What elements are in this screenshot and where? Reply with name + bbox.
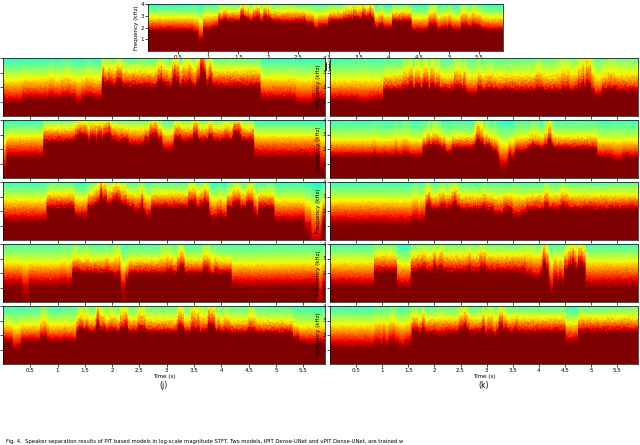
X-axis label: Time (s): Time (s)	[153, 374, 175, 379]
Y-axis label: Frequency (kHz): Frequency (kHz)	[316, 189, 321, 233]
Y-axis label: Frequency (kHz): Frequency (kHz)	[316, 313, 321, 357]
Text: (f): (f)	[159, 251, 168, 261]
Y-axis label: Frequency (kHz): Frequency (kHz)	[134, 5, 140, 50]
Text: (c): (c)	[479, 128, 489, 137]
X-axis label: Time (s): Time (s)	[473, 374, 495, 379]
Text: (j): (j)	[160, 381, 168, 390]
Text: (a): (a)	[320, 64, 331, 73]
Text: (i): (i)	[480, 314, 488, 323]
Text: (e): (e)	[479, 190, 490, 198]
Text: (b): (b)	[159, 128, 170, 137]
Text: (a): (a)	[320, 61, 331, 69]
Text: (g): (g)	[479, 251, 490, 261]
Text: (h): (h)	[159, 314, 170, 323]
Y-axis label: Frequency (kHz): Frequency (kHz)	[316, 127, 321, 171]
Y-axis label: Frequency (kHz): Frequency (kHz)	[316, 251, 321, 295]
Text: Fig. 4.  Speaker separation results of PIT based models in log-scale magnitude S: Fig. 4. Speaker separation results of PI…	[6, 439, 404, 444]
Text: (d): (d)	[159, 190, 170, 198]
Text: (k): (k)	[479, 381, 489, 390]
Y-axis label: Frequency (kHz): Frequency (kHz)	[316, 65, 321, 109]
